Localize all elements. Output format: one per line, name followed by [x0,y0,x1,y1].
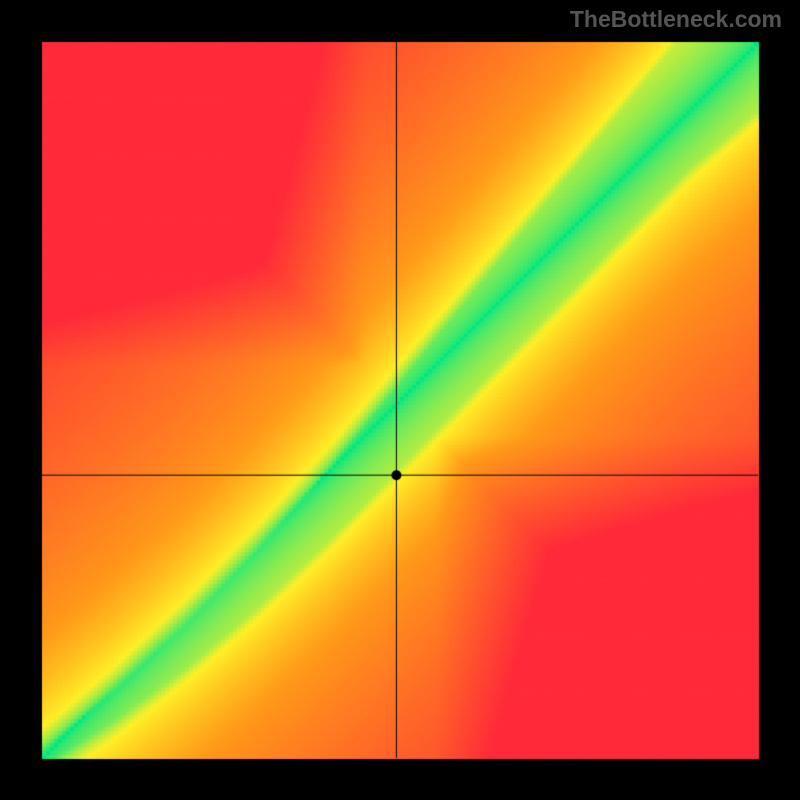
watermark-text: TheBottleneck.com [570,6,782,33]
bottleneck-heatmap [0,0,800,800]
